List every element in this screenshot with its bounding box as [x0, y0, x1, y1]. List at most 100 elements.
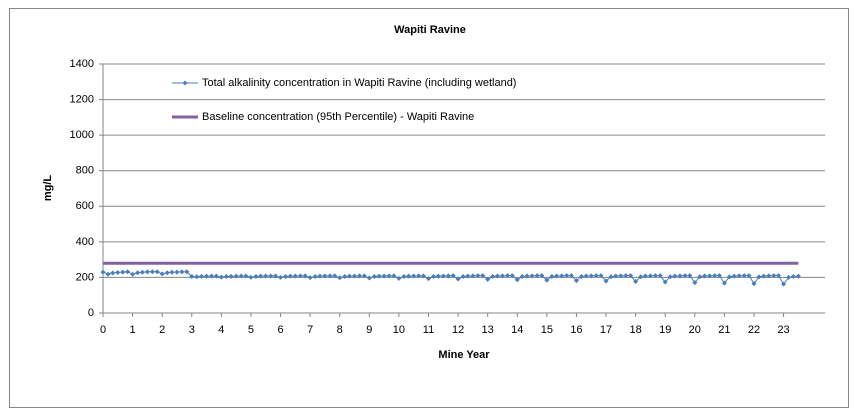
y-tick-label: 1000 — [70, 129, 94, 141]
marker — [243, 273, 249, 279]
marker — [736, 273, 742, 279]
marker — [697, 274, 703, 280]
marker — [460, 274, 466, 280]
legend-marker — [182, 80, 188, 86]
marker — [371, 274, 377, 280]
marker — [411, 273, 417, 279]
marker — [652, 273, 658, 279]
marker — [179, 269, 185, 275]
marker — [593, 273, 599, 279]
marker — [135, 270, 141, 276]
marker — [164, 270, 170, 276]
x-tick-label: 11 — [423, 324, 434, 336]
marker — [583, 273, 589, 279]
marker — [475, 273, 481, 279]
marker — [692, 280, 698, 286]
marker — [396, 275, 402, 281]
marker — [790, 274, 796, 280]
x-tick-label: 6 — [277, 324, 283, 336]
marker — [312, 274, 318, 280]
marker — [401, 274, 407, 280]
marker — [194, 274, 200, 280]
marker — [618, 273, 624, 279]
marker — [357, 273, 363, 279]
marker — [677, 273, 683, 279]
marker — [776, 273, 782, 279]
marker — [406, 273, 412, 279]
x-tick-label: 13 — [482, 324, 494, 336]
marker — [283, 274, 289, 280]
marker — [115, 269, 121, 275]
marker — [588, 273, 594, 279]
x-tick-label: 1 — [130, 324, 136, 336]
marker — [657, 273, 663, 279]
marker — [509, 273, 515, 279]
marker — [534, 273, 540, 279]
marker — [494, 273, 500, 279]
marker — [731, 273, 737, 279]
marker — [233, 273, 239, 279]
x-tick-label: 9 — [366, 324, 372, 336]
x-tick-label: 5 — [248, 324, 254, 336]
marker — [529, 273, 535, 279]
marker — [263, 273, 269, 279]
marker — [638, 274, 644, 280]
marker — [278, 274, 284, 280]
marker — [273, 273, 279, 279]
marker — [292, 273, 298, 279]
marker — [554, 273, 560, 279]
marker — [716, 273, 722, 279]
marker — [366, 275, 372, 281]
marker — [613, 273, 619, 279]
y-tick-label: 0 — [88, 307, 94, 319]
x-tick-label: 15 — [541, 324, 553, 336]
marker — [174, 269, 180, 275]
marker — [391, 273, 397, 279]
marker — [307, 275, 313, 281]
marker — [105, 271, 111, 277]
marker — [490, 274, 496, 280]
marker — [223, 274, 229, 280]
marker — [154, 269, 160, 275]
marker — [420, 273, 426, 279]
marker — [184, 269, 190, 275]
marker — [253, 274, 259, 280]
x-tick-label: 22 — [748, 324, 760, 336]
marker — [573, 278, 579, 284]
marker — [465, 273, 471, 279]
marker — [726, 274, 732, 280]
y-tick-label: 800 — [76, 165, 94, 177]
x-tick-label: 17 — [600, 324, 612, 336]
marker — [144, 269, 150, 275]
marker — [440, 273, 446, 279]
marker — [287, 273, 293, 279]
marker — [712, 273, 718, 279]
marker — [598, 273, 604, 279]
marker — [751, 281, 757, 287]
marker — [332, 273, 338, 279]
marker — [687, 273, 693, 279]
marker — [608, 274, 614, 280]
marker — [480, 273, 486, 279]
x-tick-label: 18 — [629, 324, 641, 336]
marker — [682, 273, 688, 279]
x-tick-label: 14 — [511, 324, 523, 336]
x-tick-label: 7 — [307, 324, 313, 336]
marker — [786, 274, 792, 280]
marker — [795, 273, 801, 279]
marker — [559, 273, 565, 279]
marker — [455, 276, 461, 282]
x-tick-label: 0 — [100, 324, 106, 336]
x-tick-label: 10 — [393, 324, 405, 336]
x-tick-label: 23 — [777, 324, 789, 336]
marker — [662, 279, 668, 285]
marker — [169, 269, 175, 275]
marker — [499, 273, 505, 279]
x-tick-label: 3 — [189, 324, 195, 336]
marker — [322, 273, 328, 279]
marker — [425, 276, 431, 282]
legend-label: Baseline concentration (95th Percentile)… — [202, 111, 474, 123]
y-tick-label: 1200 — [70, 93, 94, 105]
marker — [445, 273, 451, 279]
marker — [642, 273, 648, 279]
